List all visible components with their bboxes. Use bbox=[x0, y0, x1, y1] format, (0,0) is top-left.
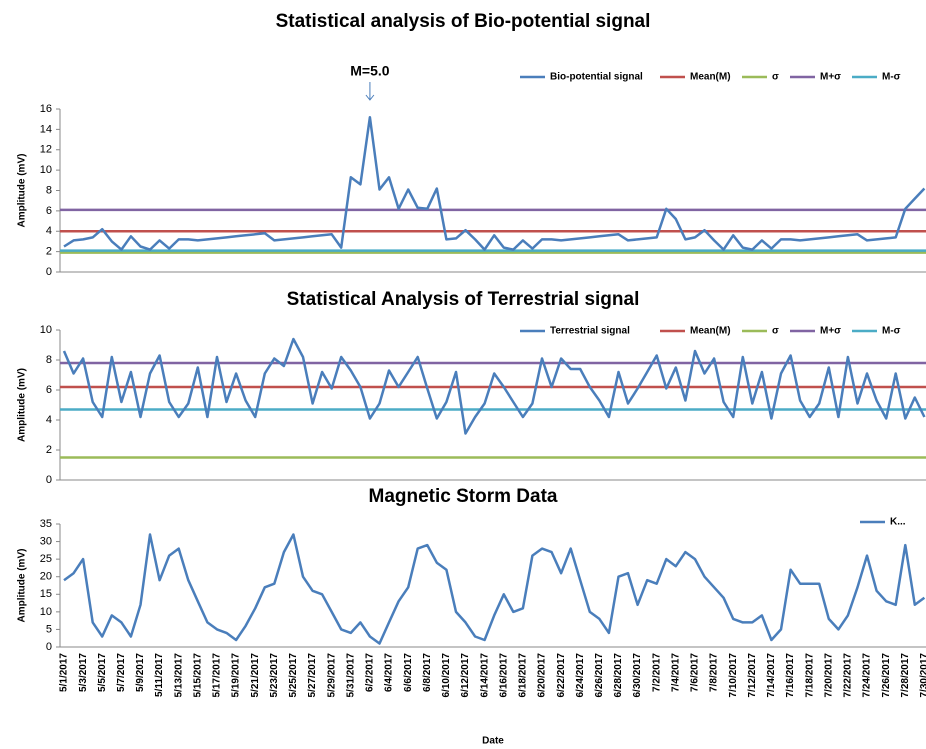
x-tick-label: 6/8/2017 bbox=[422, 653, 433, 692]
x-tick-label: 5/27/2017 bbox=[307, 653, 318, 698]
y-tick-label: 2 bbox=[46, 246, 52, 258]
x-tick-label: 5/11/2017 bbox=[154, 653, 165, 697]
y-tick-label: 4 bbox=[46, 225, 52, 237]
x-tick-label: 5/21/2017 bbox=[250, 653, 261, 698]
annotation: M=5.0 bbox=[350, 63, 390, 79]
y-axis-title: Amplitude (mV) bbox=[17, 154, 28, 228]
x-tick-label: 7/22/2017 bbox=[843, 653, 854, 698]
data-line bbox=[62, 337, 926, 435]
x-tick-label: 7/20/2017 bbox=[823, 653, 834, 698]
y-tick-label: 2 bbox=[46, 444, 52, 456]
x-tick-label: 5/1/2017 bbox=[59, 653, 70, 692]
data-line bbox=[63, 115, 926, 251]
y-tick-label: 16 bbox=[40, 103, 52, 115]
y-tick-label: 10 bbox=[40, 324, 52, 336]
y-tick-label: 5 bbox=[46, 623, 52, 635]
data-line bbox=[63, 533, 926, 645]
x-tick-label: 6/26/2017 bbox=[594, 653, 605, 698]
x-tick-label: 7/4/2017 bbox=[670, 653, 681, 692]
y-tick-label: 14 bbox=[40, 123, 52, 135]
y-tick-label: 12 bbox=[40, 144, 52, 156]
legend-label: K... bbox=[890, 517, 906, 528]
y-tick-label: 8 bbox=[46, 184, 52, 196]
legend-label: Bio-potential signal bbox=[550, 72, 643, 83]
y-tick-label: 6 bbox=[46, 205, 52, 217]
legend-label: Mean(M) bbox=[690, 72, 731, 83]
chart-title: Magnetic Storm Data bbox=[369, 486, 558, 507]
y-axis-title: Amplitude (mV) bbox=[17, 549, 28, 623]
x-tick-label: 5/15/2017 bbox=[192, 653, 203, 698]
x-tick-label: 5/19/2017 bbox=[231, 653, 242, 698]
legend-label: σ bbox=[772, 326, 779, 337]
x-tick-label: 7/26/2017 bbox=[881, 653, 892, 698]
x-tick-label: 5/5/2017 bbox=[97, 653, 108, 692]
y-tick-label: 30 bbox=[40, 535, 52, 547]
x-tick-label: 6/30/2017 bbox=[632, 653, 643, 698]
legend-label: σ bbox=[772, 72, 779, 83]
y-tick-label: 0 bbox=[46, 474, 52, 486]
x-tick-label: 7/2/2017 bbox=[651, 653, 662, 692]
x-tick-label: 6/6/2017 bbox=[403, 653, 414, 692]
chart-title: Statistical Analysis of Terrestrial sign… bbox=[287, 289, 640, 310]
x-tick-label: 5/7/2017 bbox=[116, 653, 127, 692]
y-tick-label: 0 bbox=[46, 641, 52, 653]
x-tick-label: 7/12/2017 bbox=[747, 653, 758, 698]
x-tick-label: 5/23/2017 bbox=[269, 653, 280, 698]
legend-label: M+σ bbox=[820, 326, 841, 337]
x-tick-label: 6/22/2017 bbox=[556, 653, 567, 698]
x-tick-label: 6/4/2017 bbox=[384, 653, 395, 692]
x-tick-label: 6/20/2017 bbox=[537, 653, 548, 698]
x-tick-label: 7/30/2017 bbox=[919, 653, 926, 698]
x-tick-label: 5/31/2017 bbox=[345, 653, 356, 698]
x-tick-label: 6/2/2017 bbox=[365, 653, 376, 692]
x-axis-title: Date bbox=[482, 736, 504, 747]
x-tick-label: 5/17/2017 bbox=[212, 653, 223, 698]
y-tick-label: 0 bbox=[46, 266, 52, 278]
legend-label: M-σ bbox=[882, 72, 901, 83]
x-tick-label: 5/3/2017 bbox=[78, 653, 89, 692]
x-tick-label: 6/12/2017 bbox=[460, 653, 471, 698]
x-tick-label: 7/6/2017 bbox=[690, 653, 701, 692]
legend-label: M+σ bbox=[820, 72, 841, 83]
x-tick-label: 6/10/2017 bbox=[441, 653, 452, 698]
legend-label: Mean(M) bbox=[690, 326, 731, 337]
x-tick-label: 7/8/2017 bbox=[709, 653, 720, 692]
x-tick-label: 5/25/2017 bbox=[288, 653, 299, 698]
x-tick-label: 7/16/2017 bbox=[785, 653, 796, 698]
legend-label: Terrestrial signal bbox=[550, 326, 630, 337]
y-tick-label: 20 bbox=[40, 571, 52, 583]
y-tick-label: 10 bbox=[40, 606, 52, 618]
x-tick-label: 7/14/2017 bbox=[766, 653, 777, 698]
y-axis-title: Amplitude (mV) bbox=[17, 368, 28, 442]
x-tick-label: 6/18/2017 bbox=[518, 653, 529, 698]
y-tick-label: 35 bbox=[40, 518, 52, 530]
x-tick-label: 6/14/2017 bbox=[479, 653, 490, 698]
x-tick-label: 5/29/2017 bbox=[326, 653, 337, 698]
y-tick-label: 25 bbox=[40, 553, 52, 565]
x-tick-label: 5/9/2017 bbox=[135, 653, 146, 692]
y-tick-label: 10 bbox=[40, 164, 52, 176]
y-tick-label: 4 bbox=[46, 414, 52, 426]
legend-label: M-σ bbox=[882, 326, 901, 337]
x-tick-label: 7/24/2017 bbox=[862, 653, 873, 698]
chart-title: Statistical analysis of Bio-potential si… bbox=[276, 11, 651, 32]
x-tick-label: 7/10/2017 bbox=[728, 653, 739, 698]
y-tick-label: 15 bbox=[40, 588, 52, 600]
x-tick-label: 5/13/2017 bbox=[173, 653, 184, 698]
x-tick-label: 7/18/2017 bbox=[804, 653, 815, 698]
x-tick-label: 6/24/2017 bbox=[575, 653, 586, 698]
annotation-arrow bbox=[365, 82, 375, 101]
x-tick-label: 6/28/2017 bbox=[613, 653, 624, 698]
y-tick-label: 8 bbox=[46, 354, 52, 366]
x-tick-label: 6/16/2017 bbox=[498, 653, 509, 698]
x-tick-label: 7/28/2017 bbox=[900, 653, 911, 698]
y-tick-label: 6 bbox=[46, 384, 52, 396]
